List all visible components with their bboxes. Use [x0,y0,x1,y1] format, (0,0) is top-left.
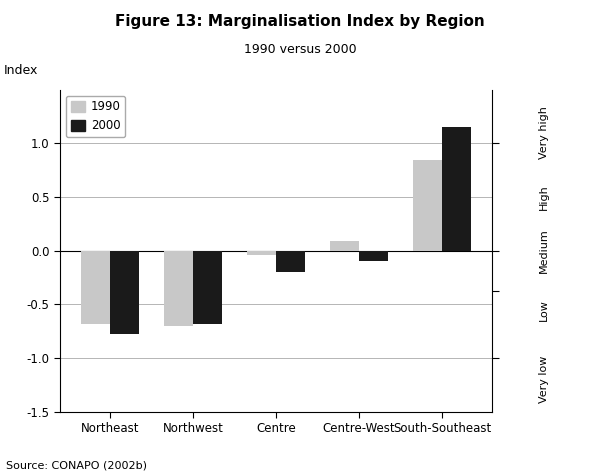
Text: Low: Low [539,299,549,321]
Bar [359,251,388,262]
Bar [413,159,442,251]
Bar [442,127,471,251]
Bar [193,251,222,324]
Bar [276,251,305,272]
Bar [81,251,110,324]
Text: 1990 versus 2000: 1990 versus 2000 [244,43,356,55]
Text: Very high: Very high [539,106,549,159]
Text: Figure 13: Marginalisation Index by Region: Figure 13: Marginalisation Index by Regi… [115,14,485,29]
Text: Medium: Medium [539,228,549,273]
Text: Index: Index [4,64,38,77]
Legend: 1990, 2000: 1990, 2000 [66,96,125,137]
Bar [164,251,193,326]
Bar [247,251,276,255]
Text: High: High [539,184,549,210]
Bar [110,251,139,334]
Text: Very low: Very low [539,356,549,403]
Bar [330,241,359,251]
Text: Source: CONAPO (2002b): Source: CONAPO (2002b) [6,461,147,471]
